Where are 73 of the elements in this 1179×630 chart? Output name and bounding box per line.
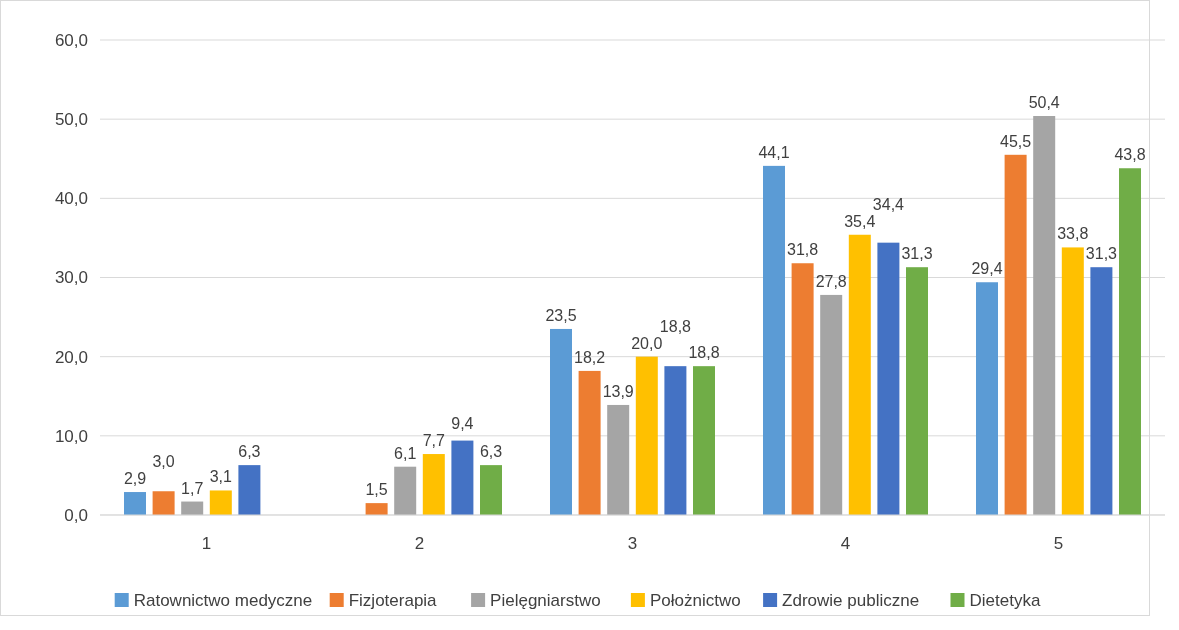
bar [607,404,630,515]
bar [976,282,998,515]
legend-label: Fizjoterapia [348,590,438,610]
data-label: 20,0 [631,334,663,352]
data-label: 18,8 [688,344,720,362]
legend-label: Zdrowie publiczne [782,590,920,610]
data-label: 18,2 [574,348,606,366]
legend-label: Pielęgniarstwo [490,590,601,610]
data-label: 7,7 [422,432,446,450]
bar [1061,247,1084,515]
data-label: 18,8 [659,317,692,335]
bar [1119,168,1141,515]
y-tick-label: 40,0 [54,189,88,209]
bar [664,366,687,515]
data-label: 33,8 [1057,225,1089,243]
data-label: 6,3 [479,443,503,461]
bar [1090,267,1113,515]
data-label: 31,3 [901,245,933,263]
bar [820,294,843,515]
x-tick-label: 1 [201,534,212,553]
data-label: 29,4 [971,260,1003,278]
x-tick-label: 5 [1053,534,1064,553]
data-label: 1,5 [365,481,388,499]
y-tick-label: 10,0 [54,426,88,446]
data-label: 3,1 [209,468,233,486]
data-label: 13,9 [602,382,634,400]
data-label: 50,4 [1028,94,1060,111]
bar [480,465,502,515]
bar [1004,154,1027,515]
data-label: 31,8 [787,241,819,259]
legend-label: Ratownictwo medyczne [133,590,313,610]
y-tick-label: 0,0 [64,505,88,525]
bar [1033,116,1056,515]
x-tick-label: 3 [627,534,638,553]
bar [578,370,601,515]
bar [394,466,417,515]
bar [763,165,785,515]
data-label: 23,5 [545,306,577,324]
bar [451,440,474,515]
data-label: 2,9 [123,470,147,488]
legend-label: Położnictwo [649,590,741,610]
data-label: 6,1 [394,444,417,462]
data-label: 35,4 [844,212,876,230]
y-tick-label: 50,0 [54,110,88,130]
data-label: 27,8 [815,272,847,290]
bar [635,356,658,515]
data-label: 1,7 [181,479,204,497]
bar [238,465,261,515]
y-tick-label: 60,0 [54,30,88,50]
x-tick-label: 4 [840,534,851,553]
bar [124,492,146,515]
legend-label: Dietetyka [969,590,1041,610]
data-label: 43,8 [1114,146,1146,164]
bar [209,490,232,515]
y-tick-label: 20,0 [54,347,88,367]
bar [550,328,572,515]
bar [365,503,388,515]
data-label: 9,4 [451,415,474,433]
bar [791,263,814,515]
data-label: 31,3 [1085,245,1118,263]
data-label: 44,1 [758,143,790,161]
bar [693,366,715,515]
bar [848,234,871,515]
bar [422,454,445,515]
data-label: 3,0 [152,453,175,471]
bar [906,267,928,515]
data-label: 34,4 [872,195,905,213]
data-label: 6,3 [238,443,261,461]
bar [152,491,175,515]
bar [877,242,900,515]
x-tick-label: 2 [414,534,425,553]
y-tick-label: 30,0 [54,268,88,288]
data-label: 45,5 [1000,132,1032,150]
